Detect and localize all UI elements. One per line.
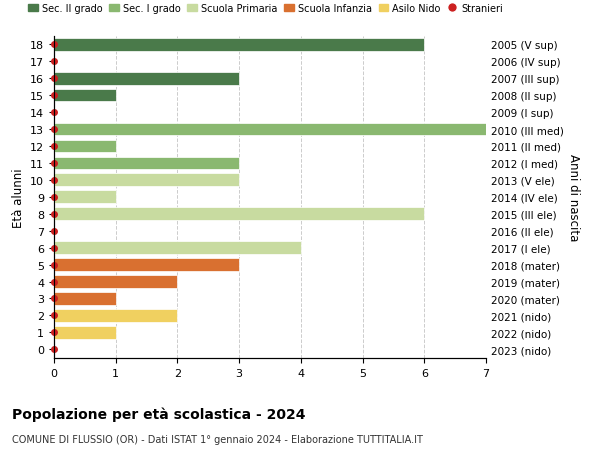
Bar <box>54 140 116 153</box>
Bar <box>54 191 116 204</box>
Y-axis label: Anni di nascita: Anni di nascita <box>568 154 580 241</box>
Bar <box>54 292 116 305</box>
Bar <box>54 174 239 187</box>
Bar <box>54 90 116 102</box>
Legend: Sec. II grado, Sec. I grado, Scuola Primaria, Scuola Infanzia, Asilo Nido, Stran: Sec. II grado, Sec. I grado, Scuola Prim… <box>25 0 506 17</box>
Bar <box>54 73 239 85</box>
Bar <box>54 123 486 136</box>
Y-axis label: Età alunni: Età alunni <box>11 168 25 227</box>
Bar <box>54 39 424 51</box>
Bar <box>54 309 178 322</box>
Bar <box>54 259 239 271</box>
Text: COMUNE DI FLUSSIO (OR) - Dati ISTAT 1° gennaio 2024 - Elaborazione TUTTITALIA.IT: COMUNE DI FLUSSIO (OR) - Dati ISTAT 1° g… <box>12 434 423 444</box>
Bar <box>54 326 116 339</box>
Bar <box>54 275 178 288</box>
Bar <box>54 208 424 221</box>
Bar <box>54 157 239 170</box>
Bar <box>54 242 301 254</box>
Text: Popolazione per età scolastica - 2024: Popolazione per età scolastica - 2024 <box>12 406 305 421</box>
